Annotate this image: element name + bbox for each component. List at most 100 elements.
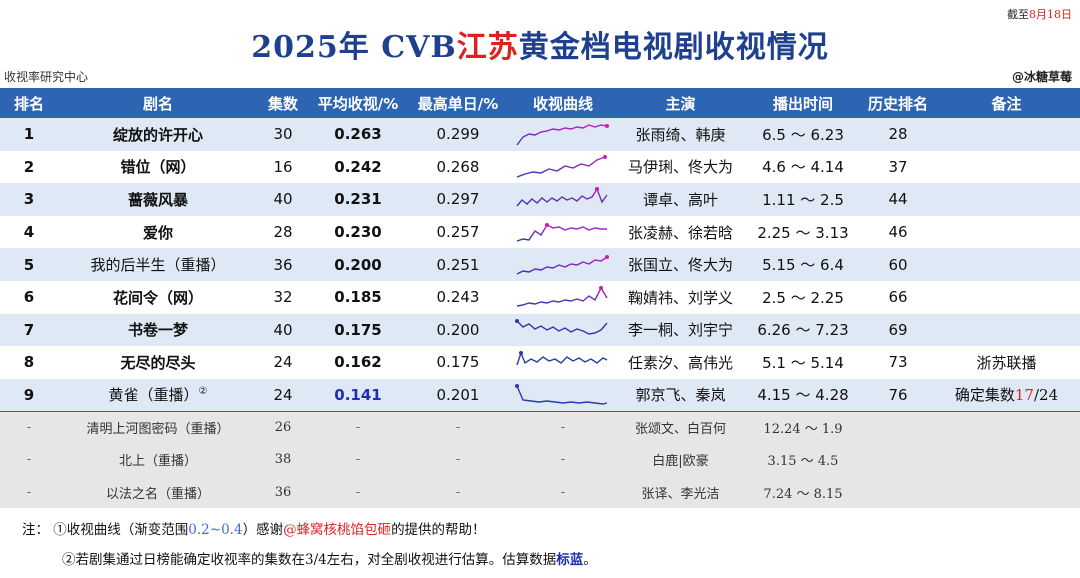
note-cell bbox=[933, 118, 1080, 151]
note2-text-a: ②若剧集通过日榜能确定收视率的集数在3/4左右，对全剧收视进行估算。估算数据 bbox=[62, 552, 557, 568]
sparkline bbox=[516, 351, 608, 366]
sparkline bbox=[516, 223, 607, 242]
time-cell: 4.15 ～ 4.28 bbox=[743, 378, 863, 412]
footnote-2: ②若剧集通过日榜能确定收视率的集数在3/4左右，对全剧收视进行估算。估算数据标蓝… bbox=[22, 545, 597, 575]
avg-cell: - bbox=[308, 475, 408, 509]
time-cell: 2.5 ～ 2.25 bbox=[743, 280, 863, 314]
eps-cell: 32 bbox=[258, 280, 308, 314]
table-row-extra: - 清明上河图密码（重播） 26 - - - 张颂文、白百何 12.24 ～ 1… bbox=[0, 410, 1080, 444]
table-row: 9 黄雀（重播）② 24 0.141 0.201 郭京飞、秦岚 4.15 ～ 4… bbox=[0, 378, 1080, 412]
cast-cell: 郭京飞、秦岚 bbox=[618, 378, 743, 412]
curve-cell: - bbox=[508, 475, 618, 509]
note-cell: 确定集数17/24 bbox=[933, 378, 1080, 412]
curve-cell: - bbox=[508, 443, 618, 476]
max-cell: - bbox=[408, 410, 508, 444]
header-hist: 历史排名 bbox=[863, 88, 933, 118]
note1-text-c: 的提供的帮助！ bbox=[391, 522, 486, 538]
sparkline bbox=[516, 124, 609, 146]
max-cell: 0.297 bbox=[408, 183, 508, 216]
eps-cell: 40 bbox=[258, 183, 308, 216]
sparkline bbox=[515, 318, 608, 335]
hist-cell: 73 bbox=[863, 346, 933, 379]
eps-cell: 26 bbox=[258, 410, 308, 444]
rank-cell: 3 bbox=[0, 183, 58, 216]
date-stamp: 截至8月18日 bbox=[1007, 6, 1072, 22]
hist-cell: 76 bbox=[863, 378, 933, 412]
time-cell: 5.15 ～ 6.4 bbox=[743, 248, 863, 281]
name-cell: 错位（网） bbox=[58, 150, 258, 184]
hist-cell bbox=[863, 443, 933, 476]
hist-cell: 60 bbox=[863, 248, 933, 281]
cast-cell: 张凌赫、徐若晗 bbox=[618, 215, 743, 249]
ratings-table: 排名 剧名 集数 平均收视/% 最高单日/% 收视曲线 主演 播出时间 历史排名… bbox=[0, 88, 1080, 509]
table-row: 3 蔷薇风暴 40 0.231 0.297 谭卓、高叶 1.11 ～ 2.5 4… bbox=[0, 183, 1080, 216]
table-row: 2 错位（网） 16 0.242 0.268 马伊琍、佟大为 4.6 ～ 4.1… bbox=[0, 150, 1080, 184]
rank-cell: - bbox=[0, 410, 58, 444]
eps-cell: 24 bbox=[258, 346, 308, 379]
note-cell bbox=[933, 248, 1080, 281]
rank-cell: 2 bbox=[0, 150, 58, 184]
time-cell: 3.15 ～ 4.5 bbox=[743, 443, 863, 476]
page-title: 2025年 CVB江苏黄金档电视剧收视情况 bbox=[0, 22, 1080, 66]
header-time: 播出时间 bbox=[743, 88, 863, 118]
hist-cell bbox=[863, 475, 933, 509]
avg-cell: 0.162 bbox=[308, 346, 408, 379]
table-row: 8 无尽的尽头 24 0.162 0.175 任素汐、高伟光 5.1 ～ 5.1… bbox=[0, 346, 1080, 379]
table-row: 5 我的后半生（重播） 36 0.200 0.251 张国立、佟大为 5.15 … bbox=[0, 248, 1080, 281]
sparkline-cell bbox=[508, 215, 618, 249]
note-cell bbox=[933, 183, 1080, 216]
header-eps: 集数 bbox=[258, 88, 308, 118]
max-cell: 0.268 bbox=[408, 150, 508, 184]
note-cell: 浙苏联播 bbox=[933, 346, 1080, 379]
name-cell: 绽放的许开心 bbox=[58, 118, 258, 151]
avg-cell: 0.141 bbox=[308, 378, 408, 412]
cast-cell: 张雨绮、韩庚 bbox=[618, 118, 743, 151]
max-cell: 0.257 bbox=[408, 215, 508, 249]
max-cell: 0.175 bbox=[408, 346, 508, 379]
header-rank: 排名 bbox=[0, 88, 58, 118]
note-cell bbox=[933, 410, 1080, 444]
note-count: 17 bbox=[1014, 386, 1034, 405]
sparkline-cell bbox=[508, 118, 618, 151]
sparkline-cell bbox=[508, 150, 618, 184]
note-cell bbox=[933, 443, 1080, 476]
note-cell bbox=[933, 475, 1080, 509]
eps-cell: 36 bbox=[258, 475, 308, 509]
source-label: 收视率研究中心 bbox=[4, 70, 89, 84]
cast-cell: 张颂文、白百何 bbox=[618, 410, 743, 444]
time-cell: 12.24 ～ 1.9 bbox=[743, 410, 863, 444]
rank-cell: - bbox=[0, 443, 58, 476]
sparkline-cell bbox=[508, 280, 618, 314]
cast-cell: 马伊琍、佟大为 bbox=[618, 150, 743, 184]
cast-cell: 张国立、佟大为 bbox=[618, 248, 743, 281]
header-curve: 收视曲线 bbox=[508, 88, 618, 118]
note1-text-a: ①收视曲线（渐变范围 bbox=[53, 522, 189, 538]
rank-cell: 1 bbox=[0, 118, 58, 151]
note-cell bbox=[933, 313, 1080, 347]
time-cell: 7.24 ～ 8.15 bbox=[743, 475, 863, 509]
hist-cell: 46 bbox=[863, 215, 933, 249]
title-part2: 黄金档电视剧收视情况 bbox=[518, 30, 829, 65]
sparkline bbox=[515, 383, 608, 405]
note-prefix: 确定集数 bbox=[954, 386, 1015, 405]
note-cell bbox=[933, 280, 1080, 314]
header-cast: 主演 bbox=[618, 88, 743, 118]
title-highlight: 江苏 bbox=[456, 30, 519, 65]
name-text: 黄雀（重播） bbox=[108, 386, 199, 405]
date-prefix: 截至 bbox=[1007, 8, 1029, 21]
eps-cell: 16 bbox=[258, 150, 308, 184]
cast-cell: 谭卓、高叶 bbox=[618, 183, 743, 216]
header-max: 最高单日/% bbox=[408, 88, 508, 118]
avg-cell: 0.230 bbox=[308, 215, 408, 249]
time-cell: 2.25 ～ 3.13 bbox=[743, 215, 863, 249]
max-cell: 0.251 bbox=[408, 248, 508, 281]
title-part1: 2025年 CVB bbox=[251, 30, 457, 65]
cast-cell: 李一桐、刘宇宁 bbox=[618, 313, 743, 347]
table-row: 1 绽放的许开心 30 0.263 0.299 张雨绮、韩庚 6.5 ～ 6.2… bbox=[0, 118, 1080, 151]
rank-cell: 4 bbox=[0, 215, 58, 249]
eps-cell: 36 bbox=[258, 248, 308, 281]
rank-cell: 9 bbox=[0, 378, 58, 412]
eps-cell: 38 bbox=[258, 443, 308, 476]
time-cell: 1.11 ～ 2.5 bbox=[743, 183, 863, 216]
note1-mention: @蜂窝核桃馅包砸 bbox=[283, 522, 392, 538]
